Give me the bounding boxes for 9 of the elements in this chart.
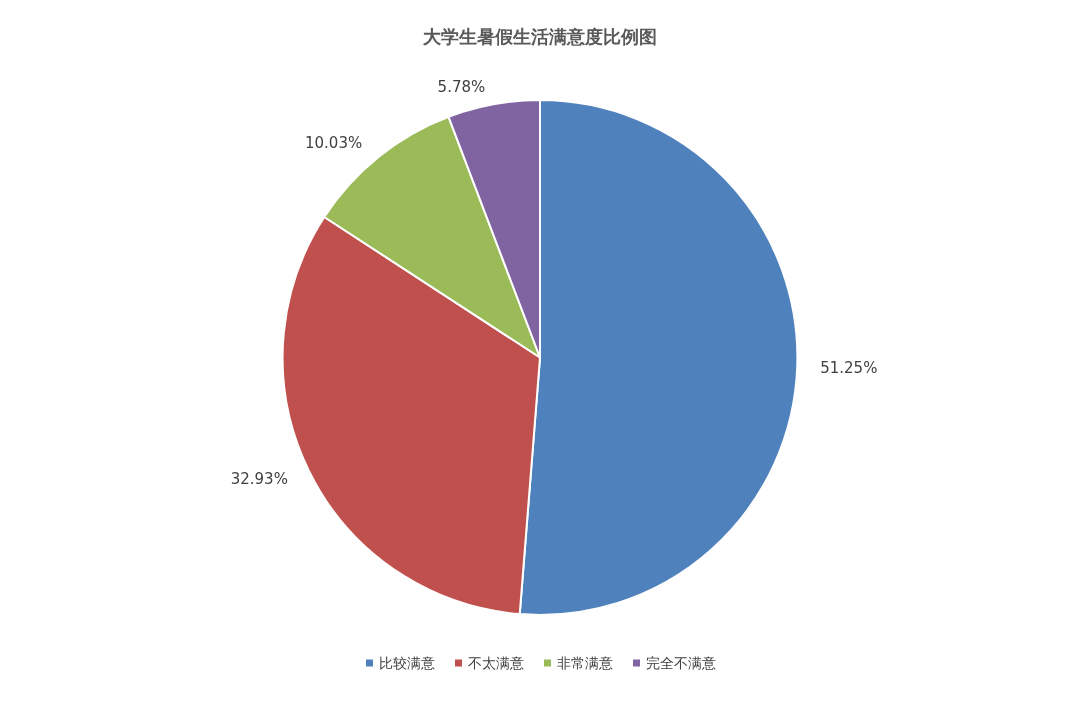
data-label: 5.78% xyxy=(437,77,486,96)
legend-label: 完全不满意 xyxy=(646,655,716,671)
data-label: 10.03% xyxy=(304,134,363,153)
chart-title: 大学生暑假生活满意度比例图 xyxy=(422,25,657,47)
legend-label: 非常满意 xyxy=(557,655,613,671)
legend-label: 不太满意 xyxy=(468,655,524,671)
data-label: 51.25% xyxy=(820,359,878,378)
data-label: 32.93% xyxy=(230,470,288,489)
legend-label: 比较满意 xyxy=(379,655,435,671)
